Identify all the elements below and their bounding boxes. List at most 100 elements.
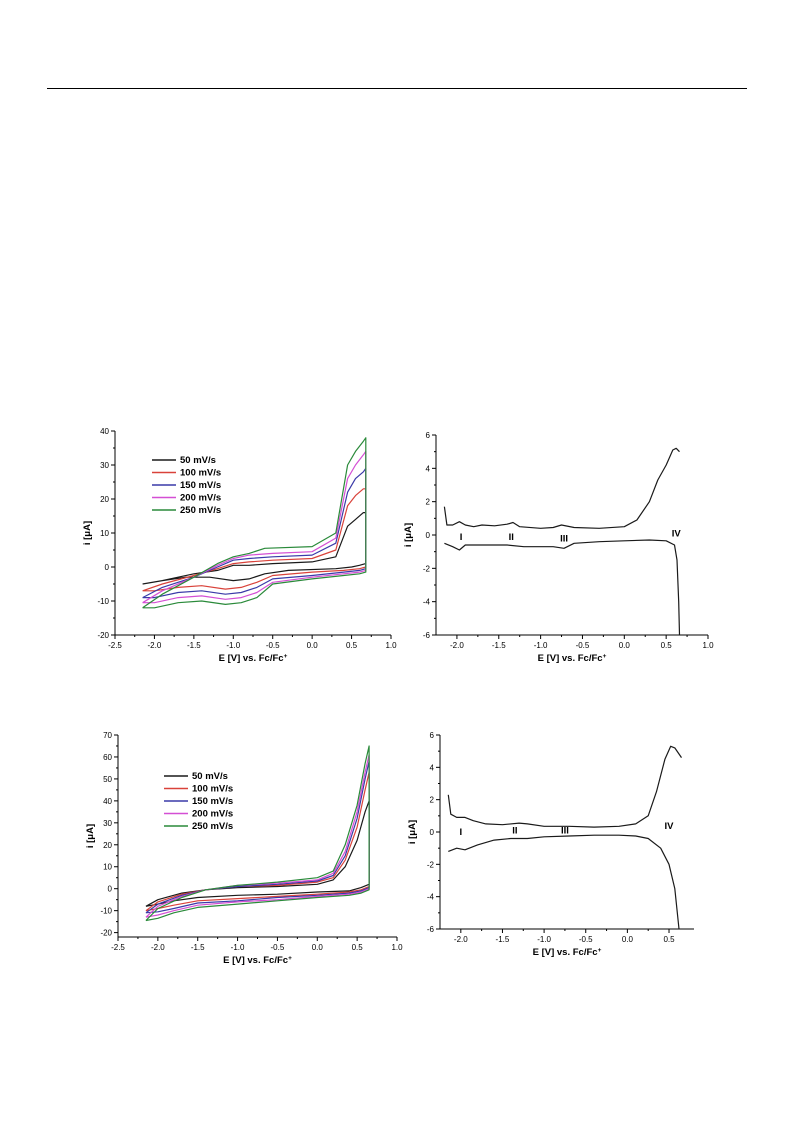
x-axis-label-sup: + <box>598 947 602 954</box>
y-tick-label: -6 <box>427 925 435 934</box>
diff-top-series <box>443 447 681 636</box>
series-line <box>142 437 367 609</box>
diff-bottom-series <box>447 745 682 930</box>
x-tick-label: 1.0 <box>391 943 403 952</box>
y-tick-label: -4 <box>423 598 431 607</box>
series-line <box>447 745 682 828</box>
y-tick-label: -2 <box>427 860 435 869</box>
legend-label: 50 mV/s <box>180 455 216 466</box>
y-tick-label: -20 <box>100 929 112 938</box>
peak-annotation: IV <box>672 529 682 540</box>
cv-top-axes: -2.5 -2.0 -1.5 -1.0 -0.5 0.0 0.5 1.0 -20 -10 0 10 20… <box>97 427 397 650</box>
cv-top-panel: -2.5 -2.0 -1.5 -1.0 -0.5 0.0 0.5 1.0 -20 -10 0 10 20… <box>80 425 400 675</box>
peak-annotation: IV <box>665 821 675 832</box>
x-axis-label: E [V] vs. Fc/Fc+ <box>219 653 288 665</box>
x-tick-label: 0.5 <box>661 641 673 650</box>
legend-label: 200 mV/s <box>180 493 221 504</box>
x-tick-label: -0.5 <box>579 935 593 944</box>
y-tick-label: 20 <box>100 495 109 504</box>
cv-bottom-panel: -2.5 -2.0 -1.5 -1.0 -0.5 0.0 0.5 1.0 -20 -10 0 10 20… <box>80 725 405 975</box>
header-rule <box>47 88 747 89</box>
y-axis-label: i [μA] <box>403 523 414 547</box>
x-tick-label: 0.5 <box>346 641 358 650</box>
x-axis-label: E [V] vs. Fc/Fc+ <box>223 955 292 967</box>
x-tick-label: 1.0 <box>385 641 397 650</box>
diff-top-chart: -2.0 -1.5 -1.0 -0.5 0.0 0.5 1.0 -6 -4 -2 0 2 4 6 E [V]… <box>403 431 714 665</box>
legend-label: 150 mV/s <box>192 796 233 807</box>
x-tick-label: 0.5 <box>663 935 675 944</box>
series-line <box>444 539 681 636</box>
diff-bottom-chart: -2.0 -1.5 -1.0 -0.5 0.0 0.5 -6 -4 -2 0 2 4 6 E [V] vs… <box>407 731 694 959</box>
cv-top-series <box>142 437 367 609</box>
y-tick-label: 40 <box>100 427 109 436</box>
x-tick-label: 0.0 <box>622 935 634 944</box>
cv-bottom-chart: -2.5 -2.0 -1.5 -1.0 -0.5 0.0 0.5 1.0 -20 -10 0 10 20… <box>85 731 403 967</box>
diff-top-panel: -2.0 -1.5 -1.0 -0.5 0.0 0.5 1.0 -6 -4 -2 0 2 4 6 E [V]… <box>398 425 728 675</box>
y-tick-label: -20 <box>97 631 109 640</box>
x-tick-label: -1.5 <box>191 943 205 952</box>
x-tick-label: -1.0 <box>231 943 245 952</box>
y-tick-label: 4 <box>430 763 435 772</box>
y-tick-label: 6 <box>430 731 435 740</box>
x-tick-label: -1.0 <box>534 641 548 650</box>
y-tick-label: 20 <box>103 841 112 850</box>
peak-annotation: I <box>460 532 463 543</box>
x-axis-label-sup: + <box>603 653 607 660</box>
diff-top-axes: -2.0 -1.5 -1.0 -0.5 0.0 0.5 1.0 -6 -4 -2 0 2 4 6 <box>423 431 714 650</box>
series-line <box>145 771 370 912</box>
series-line <box>145 760 370 914</box>
x-tick-label: -2.5 <box>111 943 125 952</box>
y-tick-label: 6 <box>426 431 431 440</box>
x-axis-label-sup: + <box>288 955 292 962</box>
x-tick-label: -2.0 <box>454 935 468 944</box>
peak-annotation: III <box>561 826 569 837</box>
peak-annotation: I <box>459 827 462 838</box>
series-line <box>145 800 370 907</box>
x-axis-label-sup: + <box>284 653 288 660</box>
x-tick-label: 0.0 <box>307 641 319 650</box>
cv-bottom-series <box>145 745 370 922</box>
x-tick-label: -1.5 <box>187 641 201 650</box>
legend-label: 100 mV/s <box>192 784 233 795</box>
y-tick-label: 60 <box>103 753 112 762</box>
y-tick-label: 40 <box>103 797 112 806</box>
x-tick-label: -1.5 <box>492 641 506 650</box>
x-tick-label: 0.0 <box>619 641 631 650</box>
legend-label: 250 mV/s <box>180 505 221 516</box>
y-tick-label: -6 <box>423 631 431 640</box>
y-tick-label: 0 <box>105 563 110 572</box>
y-tick-label: 10 <box>100 529 109 538</box>
y-tick-label: -2 <box>423 564 431 573</box>
legend-label: 150 mV/s <box>180 480 221 491</box>
peak-annotation: III <box>560 534 568 545</box>
series-line <box>443 447 680 529</box>
y-tick-label: 10 <box>103 863 112 872</box>
cv-top-chart: -2.5 -2.0 -1.5 -1.0 -0.5 0.0 0.5 1.0 -20 -10 0 10 20… <box>82 427 397 665</box>
x-tick-label: 0.5 <box>352 943 364 952</box>
y-tick-label: 30 <box>103 819 112 828</box>
x-tick-label: -1.0 <box>226 641 240 650</box>
legend-label: 50 mV/s <box>192 771 228 782</box>
cv-bottom-axes: -2.5 -2.0 -1.5 -1.0 -0.5 0.0 0.5 1.0 -20 -10 0 10 20… <box>100 731 403 952</box>
x-tick-label: -2.0 <box>151 943 165 952</box>
x-tick-label: -2.0 <box>450 641 464 650</box>
y-tick-label: -10 <box>97 597 109 606</box>
x-tick-label: -0.5 <box>576 641 590 650</box>
y-tick-label: 0 <box>108 885 113 894</box>
x-tick-label: 1.0 <box>702 641 714 650</box>
x-axis-label: E [V] vs. Fc/Fc+ <box>533 947 602 959</box>
legend-label: 250 mV/s <box>192 821 233 832</box>
y-tick-label: -10 <box>100 907 112 916</box>
y-axis-label: i [μA] <box>82 521 93 545</box>
y-tick-label: 4 <box>426 464 431 473</box>
diff-bottom-axes: -2.0 -1.5 -1.0 -0.5 0.0 0.5 -6 -4 -2 0 2 4 6 <box>427 731 694 944</box>
y-tick-label: 30 <box>100 461 109 470</box>
x-axis-label: E [V] vs. Fc/Fc+ <box>538 653 607 665</box>
legend-label: 200 mV/s <box>192 809 233 820</box>
x-tick-label: -0.5 <box>271 943 285 952</box>
y-tick-label: -4 <box>427 893 435 902</box>
y-tick-label: 50 <box>103 775 112 784</box>
y-axis-label: i [μA] <box>407 820 418 844</box>
y-tick-label: 2 <box>426 498 431 507</box>
